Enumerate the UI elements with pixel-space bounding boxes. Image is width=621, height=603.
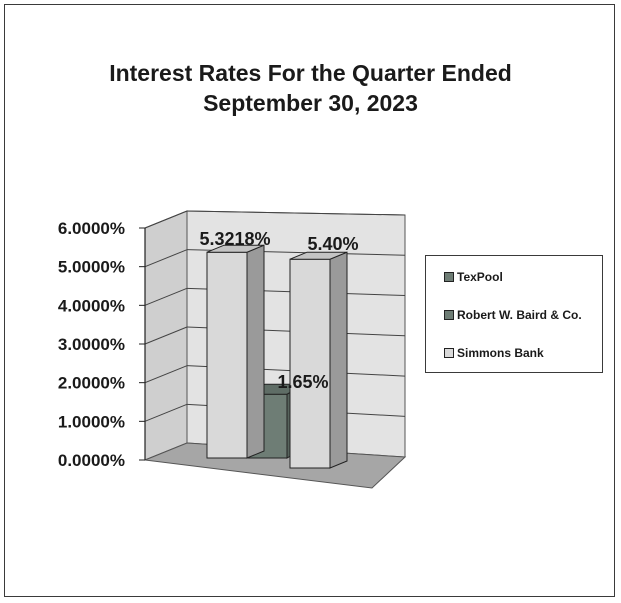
legend-label-baird: Robert W. Baird & Co. [457,308,582,322]
bar-simmons-top [289,251,348,260]
bar-texpool-top [206,244,265,253]
y-tick-label: 5.0000% [58,258,125,277]
legend-swatch-simmons [444,348,454,358]
gridline-side [144,287,188,306]
data-label-simmons: 5.40% [307,234,358,254]
gridline-side [144,210,188,229]
bar-texpool-front [206,251,248,459]
legend-swatch-baird [444,310,454,320]
data-label-texpool: 5.3218% [199,229,270,249]
legend-item-simmons: Simmons Bank [444,345,544,361]
bar-simmons-front [289,258,331,469]
gridline-side [144,249,188,268]
chart-title-line-2: September 30, 2023 [203,90,418,116]
bar-texpool-side [246,244,265,459]
bar-simmons-side [329,251,348,469]
legend-label-texpool: TexPool [457,270,503,284]
legend-label-simmons: Simmons Bank [457,346,544,360]
y-tick-label: 0.0000% [58,451,125,470]
legend-swatch-texpool [444,272,454,282]
legend: TexPool Robert W. Baird & Co. Simmons Ba… [425,255,603,373]
legend-item-baird: Robert W. Baird & Co. [444,307,582,323]
gridline-side [144,365,188,384]
y-tick-label: 4.0000% [58,296,125,315]
y-tick-label: 6.0000% [58,219,125,238]
data-label-baird: 1.65% [277,372,328,392]
gridline-side [144,403,188,422]
bar-simmons [289,251,348,469]
chart-title: Interest Rates For the Quarter Ended Sep… [0,58,621,118]
bar-texpool [206,244,265,459]
gridline-side [144,326,188,345]
y-tick-label: 3.0000% [58,335,125,354]
chart-title-line-1: Interest Rates For the Quarter Ended [109,60,512,86]
legend-item-texpool: TexPool [444,269,503,285]
y-tick-label: 1.0000% [58,412,125,431]
y-tick-label: 2.0000% [58,374,125,393]
gridline-back [186,210,406,216]
